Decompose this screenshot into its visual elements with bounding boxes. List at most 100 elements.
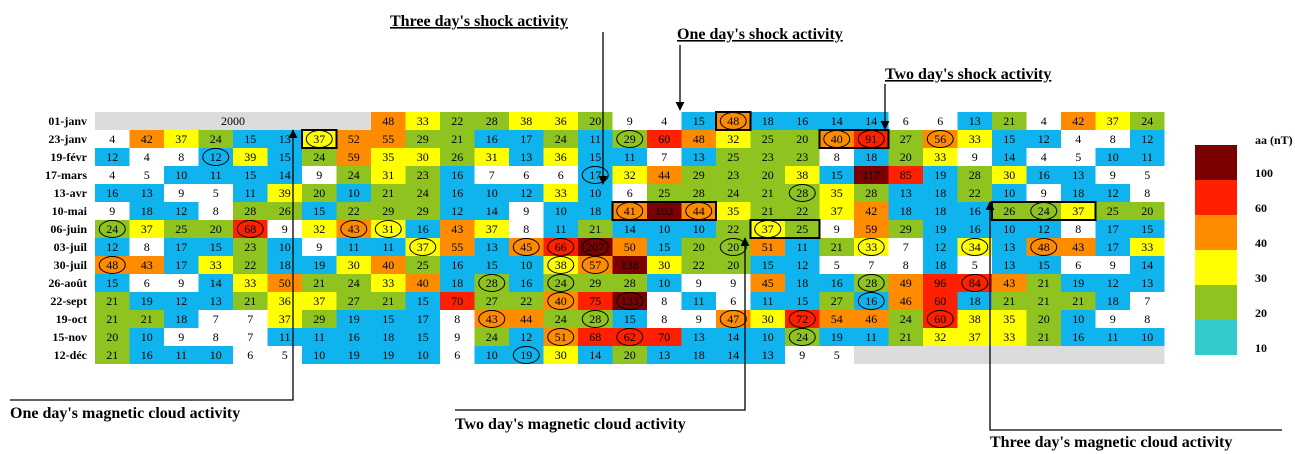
cell-value: 11 <box>762 294 774 308</box>
cell-value: 7 <box>247 330 253 344</box>
cell <box>888 148 923 166</box>
cell-value: 15 <box>831 168 843 182</box>
cell-value: 13 <box>486 240 498 254</box>
cell <box>1130 274 1165 292</box>
cell-value: 56 <box>934 132 946 146</box>
cell <box>233 130 268 148</box>
cell-value: 33 <box>210 258 222 272</box>
cell-value: 18 <box>279 258 291 272</box>
cell <box>543 346 578 364</box>
cell <box>681 130 716 148</box>
cell <box>543 202 578 220</box>
cell <box>1095 256 1130 274</box>
cell-value: 8 <box>178 150 184 164</box>
cell <box>612 274 647 292</box>
cell <box>302 148 337 166</box>
cell-value: 18 <box>141 204 153 218</box>
cell <box>233 148 268 166</box>
cell-value: 6 <box>627 186 633 200</box>
legend-swatch <box>1195 320 1237 355</box>
cell <box>612 292 647 310</box>
cell-value: 30 <box>555 348 567 362</box>
cell <box>1026 238 1061 256</box>
cell <box>578 184 613 202</box>
cell-value: 207 <box>586 240 604 254</box>
cell-value: 30 <box>762 312 774 326</box>
cell <box>888 256 923 274</box>
cell-value: 12 <box>1038 222 1050 236</box>
cell-value: 16 <box>417 222 429 236</box>
cell-value: 21 <box>106 312 118 326</box>
cell <box>164 166 199 184</box>
cell <box>1061 310 1096 328</box>
cell <box>750 256 785 274</box>
cell <box>785 328 820 346</box>
cell-value: 15 <box>624 312 636 326</box>
cell-value: 59 <box>348 150 360 164</box>
legend-swatch <box>1195 180 1237 215</box>
circle-mark <box>857 292 885 310</box>
cell <box>164 148 199 166</box>
cell <box>233 256 268 274</box>
cell <box>405 256 440 274</box>
cell <box>957 202 992 220</box>
cell-value: 23 <box>727 168 739 182</box>
cell <box>716 112 751 130</box>
cell-value: 12 <box>106 240 118 254</box>
cell-value: 33 <box>382 276 394 290</box>
cell-value: 40 <box>831 132 843 146</box>
cell-value: 16 <box>865 294 877 308</box>
cell <box>336 202 371 220</box>
cell-value: 4 <box>109 168 115 182</box>
cell-value: 11 <box>382 240 394 254</box>
cell <box>129 256 164 274</box>
cell-value: 68 <box>244 222 256 236</box>
cell-value: 28 <box>693 186 705 200</box>
cell-value: 17 <box>520 132 532 146</box>
legend-label: 10 <box>1255 341 1267 355</box>
cell <box>405 292 440 310</box>
cell-value: 15 <box>1141 222 1153 236</box>
cell <box>1061 112 1096 130</box>
empty-cells <box>854 346 1165 364</box>
cell-value: 14 <box>589 348 601 362</box>
cell-value: 14 <box>1141 258 1153 272</box>
cell-value: 13 <box>900 186 912 200</box>
cell-value: 37 <box>969 330 981 344</box>
cell-value: 25 <box>727 150 739 164</box>
cell <box>543 256 578 274</box>
cell-value: 15 <box>1038 258 1050 272</box>
cell-value: 15 <box>279 150 291 164</box>
cell <box>854 220 889 238</box>
cell-value: 5 <box>972 258 978 272</box>
cell <box>819 112 854 130</box>
cell <box>440 238 475 256</box>
cell-value: 50 <box>279 276 291 290</box>
cell <box>371 148 406 166</box>
cell <box>1026 184 1061 202</box>
cell <box>1026 328 1061 346</box>
cell-value: 13 <box>141 186 153 200</box>
cell <box>336 220 371 238</box>
cell-value: 9 <box>627 114 633 128</box>
cell <box>95 202 130 220</box>
cell-value: 20 <box>210 222 222 236</box>
cell <box>1095 274 1130 292</box>
cell-value: 21 <box>141 312 153 326</box>
cell-value: 11 <box>1107 330 1119 344</box>
circle-mark <box>857 238 885 256</box>
cell <box>681 274 716 292</box>
cell-value: 9 <box>730 276 736 290</box>
cell <box>1095 238 1130 256</box>
cell <box>785 184 820 202</box>
cell <box>819 202 854 220</box>
cell-value: 28 <box>244 204 256 218</box>
circle-mark <box>719 310 747 328</box>
cell <box>95 274 130 292</box>
cell-value: 13 <box>762 348 774 362</box>
cell-value: 16 <box>451 258 463 272</box>
cell-value: 16 <box>831 276 843 290</box>
cell-value: 13 <box>658 348 670 362</box>
cell-value: 33 <box>1141 240 1153 254</box>
cell-value: 19 <box>348 348 360 362</box>
